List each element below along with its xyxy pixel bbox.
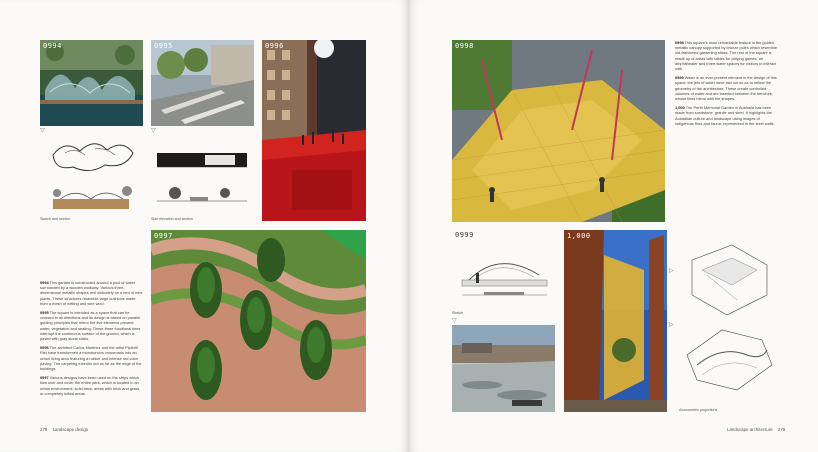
triangle-marker-icon: ▷ bbox=[669, 268, 674, 274]
triangle-marker-icon: ▷ bbox=[669, 322, 674, 328]
caption-0995: Side elevation and section bbox=[151, 217, 193, 221]
sketch-0999 bbox=[454, 245, 554, 305]
photo-0994: 0994 bbox=[40, 40, 143, 126]
left-footer: 278 Landscape design bbox=[40, 427, 88, 432]
photo-0999 bbox=[452, 325, 555, 412]
photo-0996: 0996 bbox=[262, 40, 366, 221]
photo-0998 bbox=[452, 40, 665, 222]
image-number: 0995 bbox=[154, 42, 173, 50]
caption-0994: Sketch and section bbox=[40, 217, 71, 221]
page-number: 279 bbox=[777, 427, 786, 432]
paragraph-0995: 0995 The square is intended as a space t… bbox=[40, 310, 141, 342]
paragraph-0994: 0994 This garden is constructed around a… bbox=[40, 280, 143, 306]
image-number: 0996 bbox=[265, 42, 284, 50]
right-page: 0999 ▽ Sketch bbox=[409, 0, 818, 452]
triangle-marker-icon: ▽ bbox=[151, 128, 156, 134]
image-number: 0999 bbox=[455, 231, 474, 239]
section-title: Landscape design bbox=[52, 427, 89, 432]
image-number: 1,000 bbox=[567, 232, 591, 240]
left-page: 0994 ▽ Sketch and section bbox=[40, 40, 366, 432]
photo-0995: 0995 bbox=[151, 40, 254, 126]
page-number: 278 bbox=[40, 427, 48, 432]
caption-1000: Axonometric projections bbox=[679, 408, 718, 412]
section-title: Landscape architecture bbox=[727, 427, 773, 432]
right-footer: Landscape architecture 279 bbox=[727, 427, 789, 432]
image-number: 0994 bbox=[43, 42, 62, 50]
image-number: 0998 bbox=[455, 42, 474, 50]
paragraph-0997: 0997 Various designs have been used on t… bbox=[40, 375, 141, 396]
paragraph-0998: 0998 This square's most remarkable featu… bbox=[675, 40, 777, 72]
image-number: 0997 bbox=[154, 232, 173, 240]
sketch-0994 bbox=[45, 135, 137, 213]
sketch-0995 bbox=[155, 145, 250, 215]
axonometric-1000 bbox=[677, 240, 777, 400]
caption-0999: Sketch bbox=[452, 311, 463, 315]
triangle-marker-icon: ▽ bbox=[452, 318, 457, 324]
triangle-marker-icon: ▽ bbox=[40, 128, 45, 134]
paragraph-1000: 1,000 The Perth Memorial Garden in Austr… bbox=[675, 105, 775, 126]
right-text-column: 0998 This square's most remarkable featu… bbox=[675, 40, 778, 130]
paragraph-0999: 0999 Water is an ever-present element in… bbox=[675, 75, 777, 102]
photo-0997: 0997 bbox=[151, 230, 366, 412]
photo-1000: 1,000 bbox=[564, 230, 667, 412]
left-text-column: 0994 This garden is constructed around a… bbox=[40, 280, 143, 400]
paragraph-0996: 0996 The architect Carlos Martinez and t… bbox=[40, 345, 142, 372]
